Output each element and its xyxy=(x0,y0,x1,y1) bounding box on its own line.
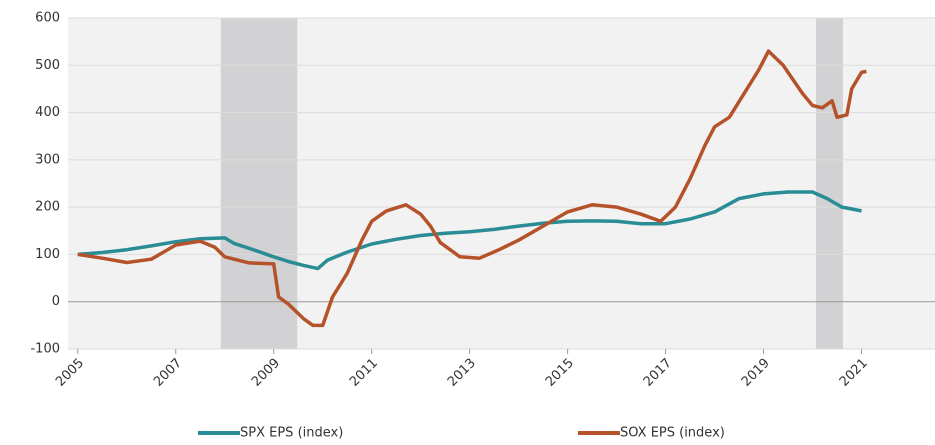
x-tick-label: 2013 xyxy=(445,356,479,390)
series-line xyxy=(77,49,867,328)
x-tick-label: 2011 xyxy=(347,356,381,390)
x-tick-label: 2019 xyxy=(739,356,773,390)
x-tick-label: 2021 xyxy=(837,356,871,390)
legend-label: SPX EPS (index) xyxy=(240,426,343,441)
shaded-region xyxy=(815,18,843,349)
y-tick-label: 400 xyxy=(35,105,60,120)
y-tick-label: 300 xyxy=(35,152,60,167)
x-tick-label: 2007 xyxy=(151,356,185,390)
shaded-region xyxy=(220,18,298,349)
x-tick-label: 2015 xyxy=(543,356,577,390)
x-tick-label: 2009 xyxy=(249,356,283,390)
y-tick-label: -100 xyxy=(30,342,60,357)
y-tick-label: 500 xyxy=(35,58,60,73)
y-tick-label: 100 xyxy=(35,247,60,262)
y-tick-label: 200 xyxy=(35,200,60,215)
y-tick-label: 0 xyxy=(52,294,60,309)
x-tick-label: 2005 xyxy=(53,356,87,390)
series-line xyxy=(77,190,862,271)
y-tick-label: 600 xyxy=(35,11,60,26)
legend-label: SOX EPS (index) xyxy=(620,426,725,441)
x-tick-label: 2017 xyxy=(641,356,675,390)
plot-area xyxy=(68,18,935,349)
